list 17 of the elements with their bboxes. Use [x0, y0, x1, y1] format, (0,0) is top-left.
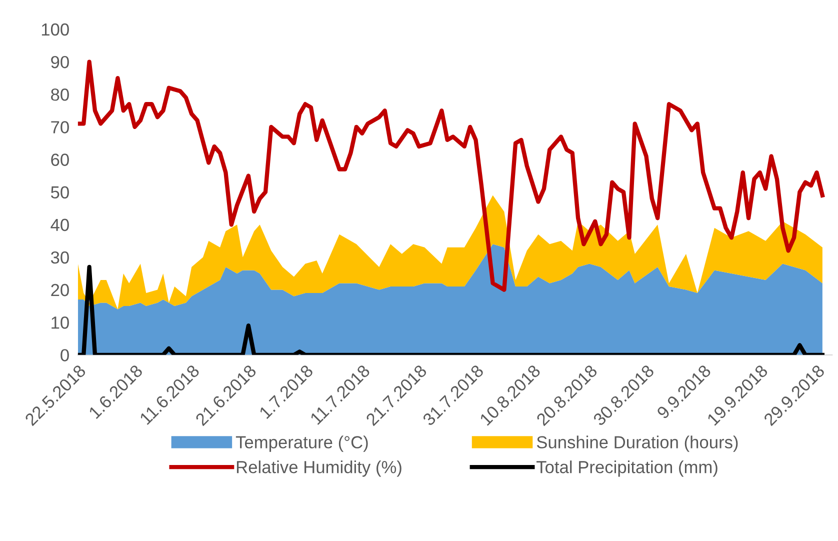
y-tick-label: 80	[51, 88, 69, 101]
y-tick-label: 40	[50, 218, 69, 232]
legend-label: Temperature (°C)	[236, 436, 368, 452]
y-tick-label: 60	[51, 154, 69, 166]
legend-label: Total Precipitation (mm)	[536, 460, 718, 477]
y-tick-label: 20	[51, 284, 69, 296]
y-tick-label: 90	[51, 56, 69, 68]
line-series	[78, 264, 825, 355]
y-tick-label: 70	[51, 121, 69, 134]
y-tick-label: 0	[60, 349, 69, 362]
y-tick-label: 30	[50, 251, 69, 264]
line-series	[78, 60, 825, 292]
legend-label: Sunshine Duration (hours)	[536, 436, 738, 452]
legend-label: Relative Humidity (%)	[236, 460, 402, 477]
y-tick-label: 10	[52, 316, 69, 329]
y-tick-label: 50	[50, 186, 69, 199]
y-tick-label: 100	[42, 23, 69, 36]
